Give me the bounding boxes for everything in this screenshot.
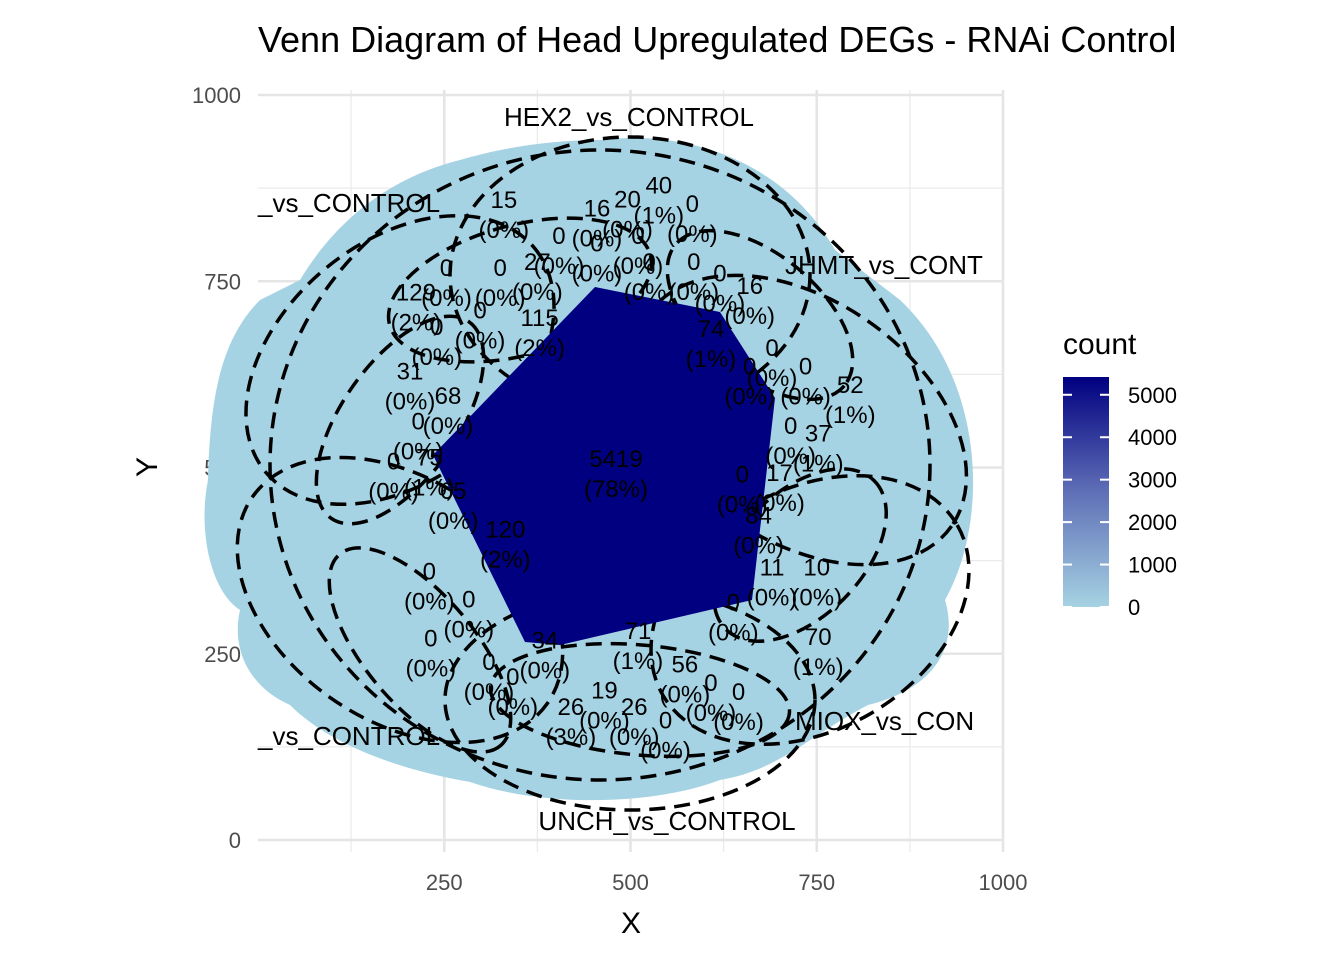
region-label: 74 (1%) <box>686 316 737 373</box>
region-label: 0 (0%) <box>667 191 718 248</box>
x-tick-label: 750 <box>798 870 835 895</box>
region-label: 19 (0%) <box>579 677 630 734</box>
legend-tick-label: 3000 <box>1128 468 1177 493</box>
outer-boundary-outline <box>268 148 932 782</box>
region-label: 120 (2%) <box>480 517 531 574</box>
region-label: 115 (2%) <box>514 305 565 362</box>
set-label: UNCH_vs_CONTROL <box>538 806 795 836</box>
legend-tick-label: 2000 <box>1128 510 1177 535</box>
region-label: 0 (0%) <box>368 449 419 506</box>
region-label: 0 (0%) <box>406 625 457 682</box>
legend-tick-label: 1000 <box>1128 553 1177 578</box>
region-label: 37 (1%) <box>793 420 844 477</box>
region-label: 0 (0%) <box>393 409 444 466</box>
legend-tick-label: 0 <box>1128 595 1140 620</box>
region-label: 0 (0%) <box>717 461 768 518</box>
region-label: 0 (0%) <box>572 230 623 287</box>
region-label: 68 (0%) <box>423 383 474 440</box>
region-label: 0 (0%) <box>668 249 719 306</box>
region-label: 0 (0%) <box>411 314 462 371</box>
region-label: 0 (0%) <box>686 670 737 727</box>
region-label: 17 (0%) <box>754 460 805 517</box>
region-label: 0 (0%) <box>724 353 775 410</box>
x-tick-label: 500 <box>612 870 649 895</box>
region-label: 10 (0%) <box>791 555 842 612</box>
venn-set-labels: HEX2_vs_CONTROL JHMT_vs_CONT MIOX_vs_CON UN… <box>257 102 983 836</box>
x-axis-title: X <box>621 907 641 940</box>
region-label: 16 (0%) <box>572 195 623 252</box>
region-label: 129 (2%) <box>391 280 442 337</box>
central-region-label: 5419 (78%) <box>584 446 648 503</box>
region-label: 84 (0%) <box>733 502 784 559</box>
region-label: 0 (0%) <box>613 223 664 280</box>
region-label: 70 (1%) <box>793 624 844 681</box>
axis-ticks: 250500750100002505007501000 <box>192 83 1027 895</box>
chart-title: Venn Diagram of Head Upregulated DEGs - … <box>258 19 1176 60</box>
legend: count 5000 4000 3000 2000 1000 0 <box>1063 328 1177 620</box>
region-label: 0 (0%) <box>464 649 515 706</box>
set-label: _vs_CONTROL <box>257 721 440 751</box>
region-label: 26 (0%) <box>609 694 660 751</box>
legend-tick-label: 4000 <box>1128 425 1177 450</box>
region-label: 75 (1%) <box>404 444 455 501</box>
region-label: 0 (0%) <box>780 353 831 410</box>
region-label: 26 (3%) <box>546 694 597 751</box>
y-tick-label: 1000 <box>192 83 241 108</box>
region-label: 0 (0%) <box>421 255 472 312</box>
x-tick-label: 1000 <box>979 870 1028 895</box>
y-tick-label: 0 <box>229 828 241 853</box>
y-tick-label: 250 <box>204 642 241 667</box>
region-label: 11 (0%) <box>747 555 798 612</box>
region-label: 0 (0%) <box>624 249 675 306</box>
region-label: 71 (1%) <box>613 618 664 675</box>
y-axis-title: Y <box>131 457 164 477</box>
inner-outline-d <box>488 641 792 759</box>
region-label: 0 (0%) <box>640 707 691 764</box>
region-label: 31 (0%) <box>385 359 436 416</box>
region-label: 27 (0%) <box>512 249 563 306</box>
region-label: 0 (0%) <box>713 679 764 736</box>
region-label: 56 (0%) <box>660 651 711 708</box>
region-label: 20 (0%) <box>602 186 653 243</box>
legend-tick-label: 5000 <box>1128 383 1177 408</box>
venn-region-labels: 5419 (78%)40 (1%)20 (0%)16 (0%)15 (0%)0 (0%)0(… <box>368 172 875 764</box>
region-label: 0 (0%) <box>455 298 506 355</box>
region-label: 34 (0%) <box>519 628 570 685</box>
region-label: 0 (0%) <box>404 558 455 615</box>
region-label: 0 (0%) <box>443 587 494 644</box>
region-label: 0 (0%) <box>487 664 538 721</box>
region-label: 16 (0%) <box>724 273 775 330</box>
set-label: JHMT_vs_CONT <box>785 250 983 280</box>
inner-outline-f <box>314 314 486 526</box>
x-tick-label: 250 <box>426 870 463 895</box>
legend-colorbar <box>1063 377 1109 607</box>
region-label: 0 (0%) <box>747 335 798 392</box>
set-label: HEX2_vs_CONTROL <box>504 102 754 132</box>
region-label: 0 (0%) <box>475 255 526 312</box>
inner-outline-c <box>712 467 888 643</box>
region-label: 52 (1%) <box>825 372 876 429</box>
inner-outline-e <box>327 546 513 754</box>
venn-central-region <box>433 287 775 645</box>
region-label: 65 (0%) <box>428 478 479 535</box>
region-label: 0 (0%) <box>765 413 816 470</box>
region-label: 0 (0%) <box>534 223 585 280</box>
set-label: _vs_CONTROL <box>257 188 440 218</box>
y-tick-label: 750 <box>204 269 241 294</box>
region-label: 15 (0%) <box>479 187 530 244</box>
set-label: MIOX_vs_CON <box>795 706 974 736</box>
region-label: 0 (0%) <box>708 590 759 647</box>
region-label: 40 (1%) <box>633 172 684 229</box>
region-label: 0 (0%) <box>695 260 746 317</box>
venn-regions <box>204 135 974 812</box>
legend-title: count <box>1063 328 1137 361</box>
